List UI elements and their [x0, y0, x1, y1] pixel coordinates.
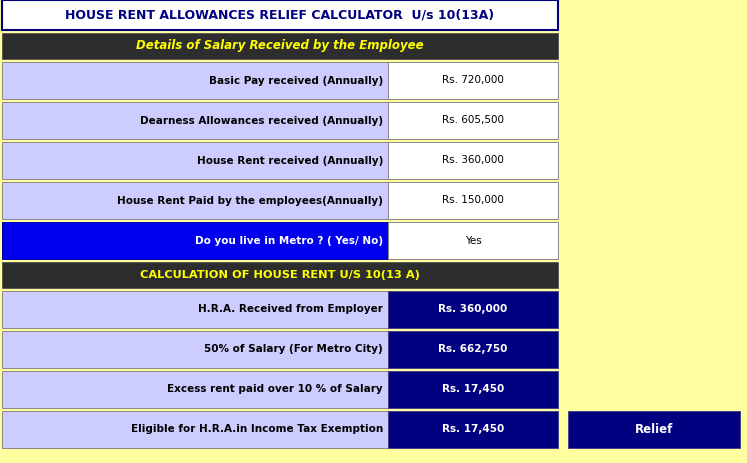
- Bar: [2, 331, 388, 368]
- Bar: [2, 262, 558, 288]
- Text: Dearness Allowances received (Annually): Dearness Allowances received (Annually): [140, 115, 383, 125]
- Text: House Rent received (Annually): House Rent received (Annually): [196, 156, 383, 165]
- Text: Rs. 17,450: Rs. 17,450: [442, 425, 504, 434]
- Bar: [2, 102, 388, 139]
- Text: CALCULATION OF HOUSE RENT U/S 10(13 A): CALCULATION OF HOUSE RENT U/S 10(13 A): [140, 270, 420, 280]
- Bar: [388, 371, 558, 408]
- Text: Rs. 150,000: Rs. 150,000: [442, 195, 504, 206]
- Text: Basic Pay received (Annually): Basic Pay received (Annually): [208, 75, 383, 86]
- Bar: [2, 0, 558, 30]
- Bar: [568, 411, 740, 448]
- Bar: [388, 331, 558, 368]
- Bar: [388, 411, 558, 448]
- Text: 50% of Salary (For Metro City): 50% of Salary (For Metro City): [204, 344, 383, 355]
- Text: Rs. 662,750: Rs. 662,750: [438, 344, 508, 355]
- Bar: [388, 291, 558, 328]
- Text: Details of Salary Received by the Employee: Details of Salary Received by the Employ…: [136, 39, 424, 52]
- Bar: [388, 222, 558, 259]
- Bar: [2, 222, 388, 259]
- Bar: [2, 62, 388, 99]
- Text: Rs. 605,500: Rs. 605,500: [442, 115, 504, 125]
- Text: House Rent Paid by the employees(Annually): House Rent Paid by the employees(Annuall…: [117, 195, 383, 206]
- Text: Rs. 360,000: Rs. 360,000: [438, 305, 508, 314]
- Bar: [2, 371, 388, 408]
- Text: H.R.A. Received from Employer: H.R.A. Received from Employer: [198, 305, 383, 314]
- Bar: [2, 142, 388, 179]
- Bar: [388, 182, 558, 219]
- Text: Eligible for H.R.A.in Income Tax Exemption: Eligible for H.R.A.in Income Tax Exempti…: [131, 425, 383, 434]
- Text: Rs. 17,450: Rs. 17,450: [442, 384, 504, 394]
- Text: Excess rent paid over 10 % of Salary: Excess rent paid over 10 % of Salary: [167, 384, 383, 394]
- Bar: [388, 62, 558, 99]
- Text: Relief: Relief: [635, 423, 673, 436]
- Bar: [2, 33, 558, 59]
- Bar: [2, 411, 388, 448]
- Text: Do you live in Metro ? ( Yes/ No): Do you live in Metro ? ( Yes/ No): [195, 236, 383, 245]
- Text: Rs. 720,000: Rs. 720,000: [442, 75, 504, 86]
- Text: Rs. 360,000: Rs. 360,000: [442, 156, 504, 165]
- Bar: [388, 102, 558, 139]
- Text: Yes: Yes: [465, 236, 481, 245]
- Text: HOUSE RENT ALLOWANCES RELIEF CALCULATOR  U/s 10(13A): HOUSE RENT ALLOWANCES RELIEF CALCULATOR …: [66, 8, 495, 21]
- Bar: [2, 182, 388, 219]
- Bar: [388, 142, 558, 179]
- Bar: [2, 291, 388, 328]
